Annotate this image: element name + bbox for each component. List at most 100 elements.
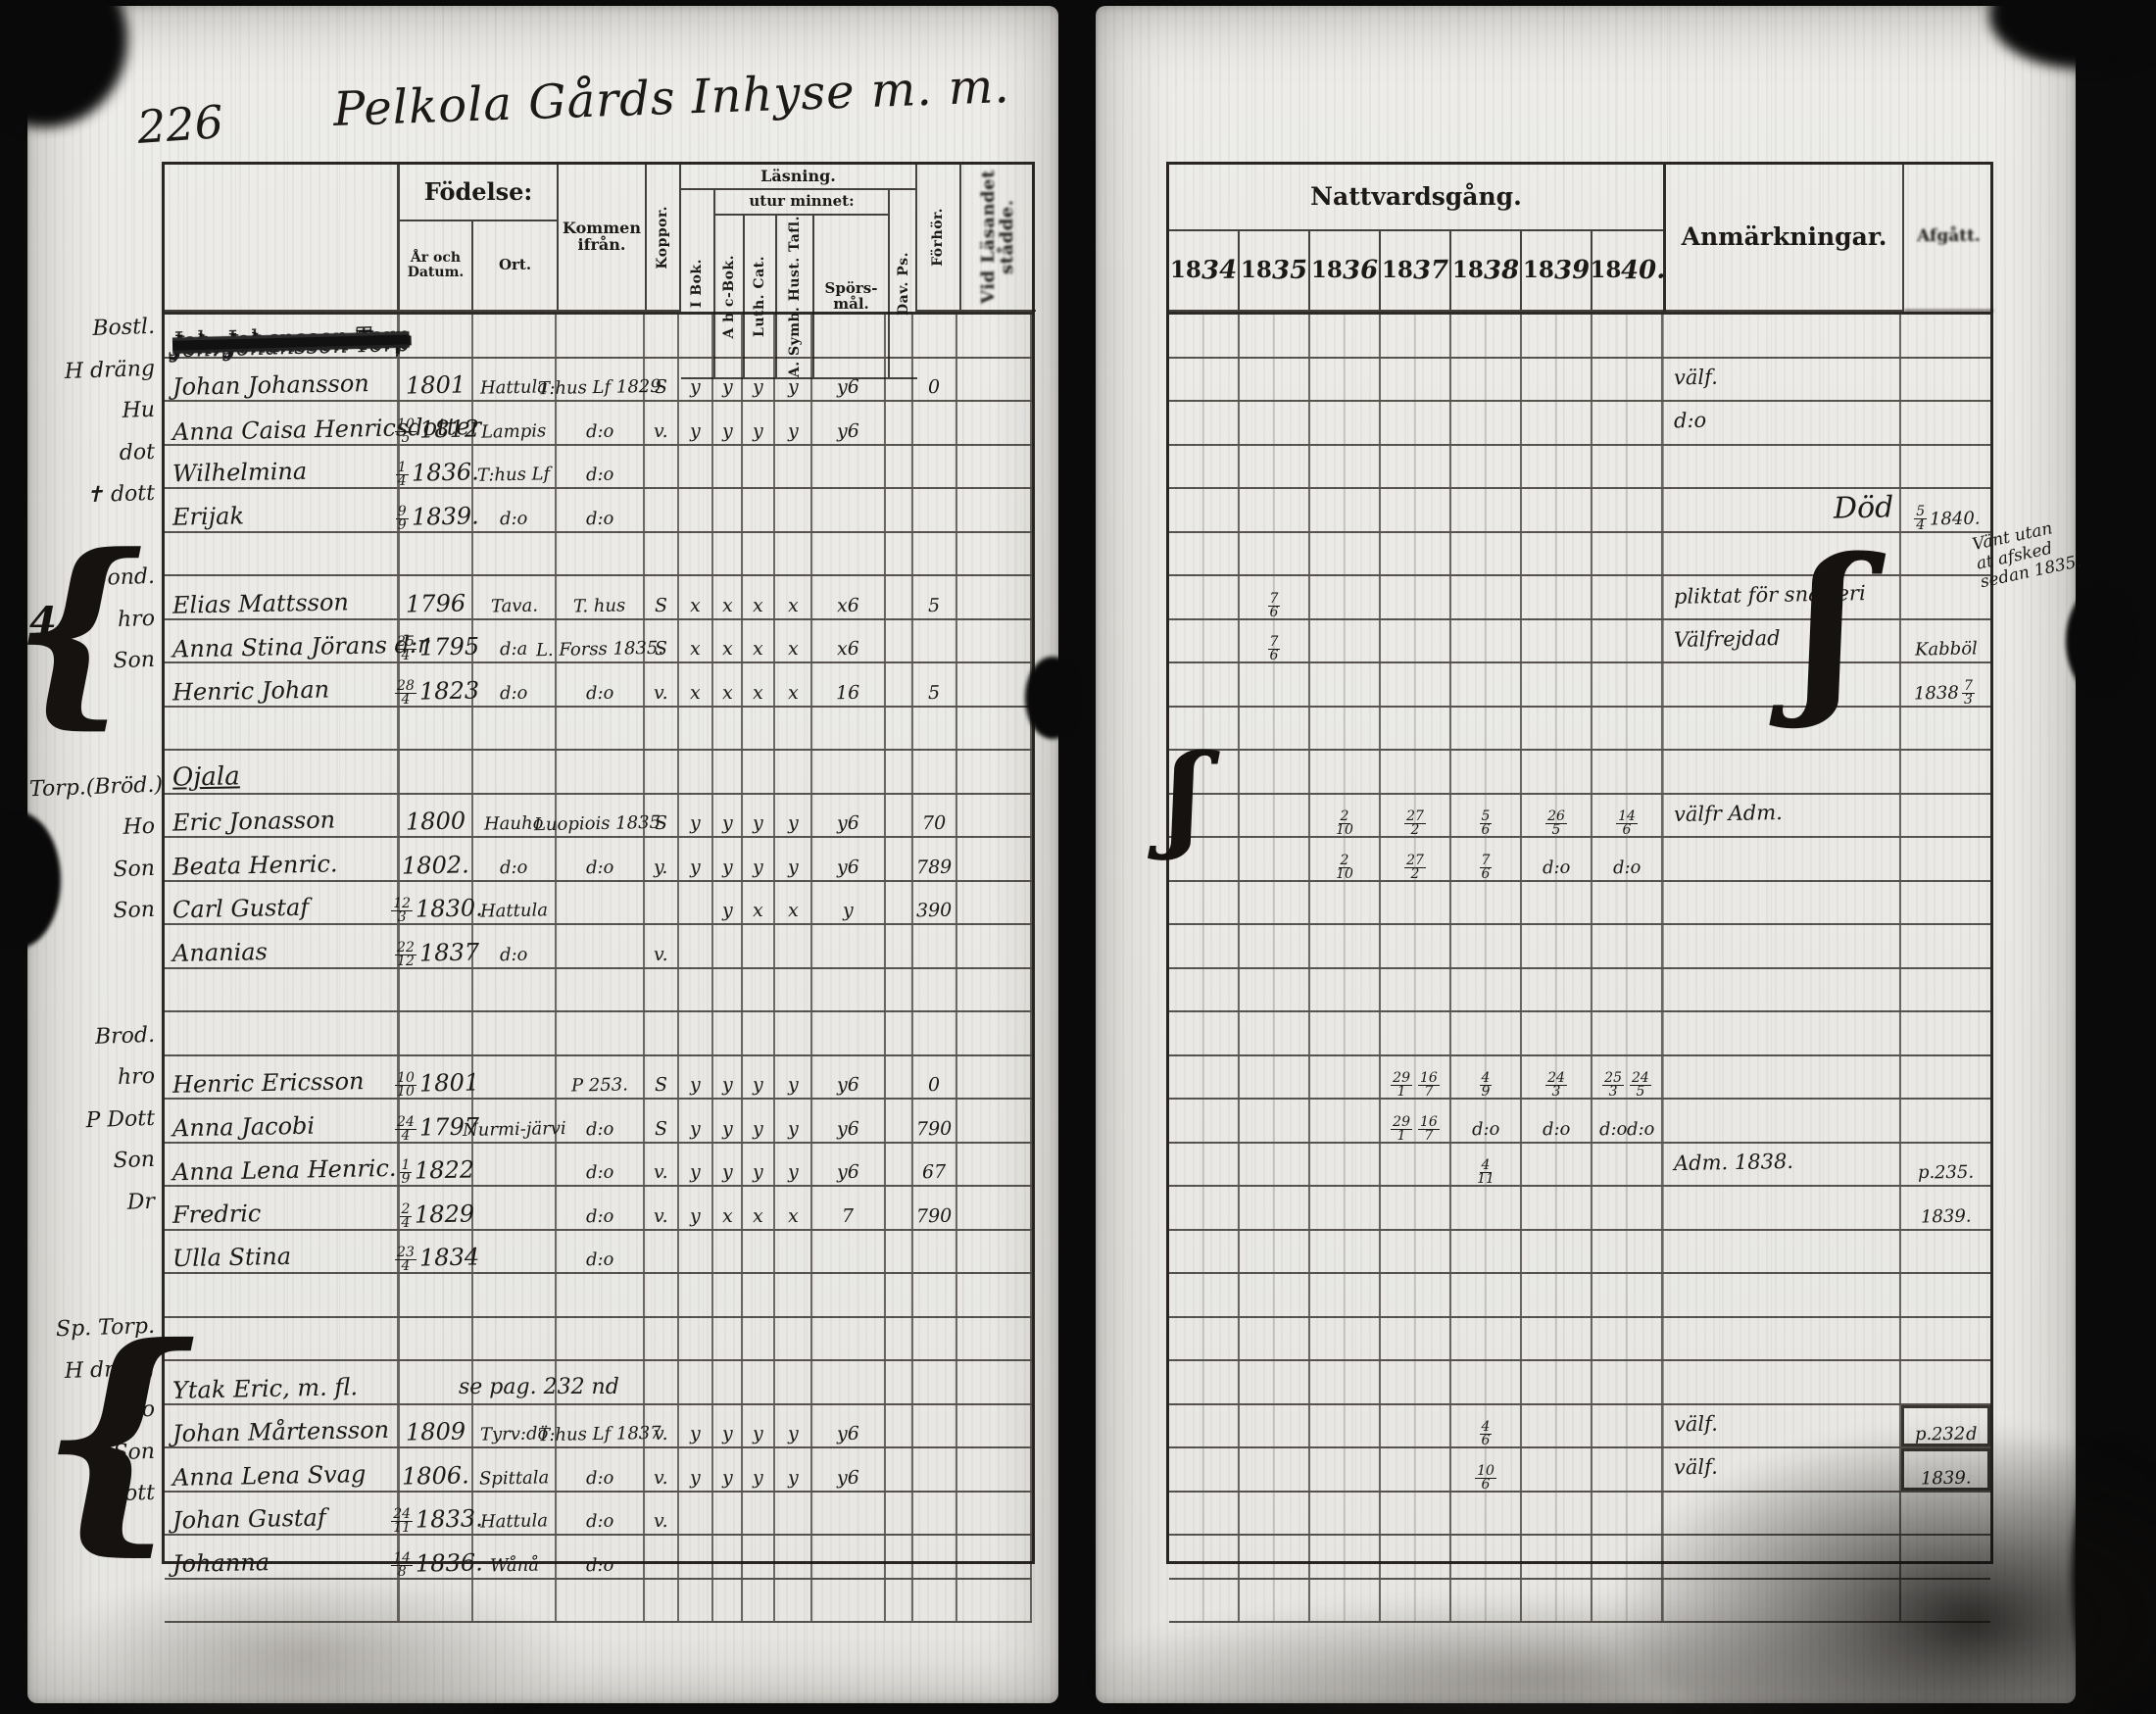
ort-cell bbox=[473, 315, 557, 357]
date-fraction: 24 11 bbox=[391, 1506, 414, 1537]
year-cell-1836 bbox=[1310, 881, 1381, 923]
utur-minnet-group: utur minnet: A b c-Bok. Luth. Cat. A. Symb.… bbox=[715, 190, 890, 380]
handwritten-text: Kabböl bbox=[1914, 638, 1978, 661]
l4-cell: y6 bbox=[812, 1448, 886, 1491]
year-script: 39 bbox=[1553, 255, 1591, 286]
l2-cell: y bbox=[743, 1100, 775, 1142]
kommen-cell bbox=[557, 1579, 645, 1621]
l3-cell bbox=[775, 1317, 812, 1359]
l0-cell: y bbox=[679, 1055, 713, 1098]
x-cell bbox=[957, 1361, 1032, 1403]
name-cell bbox=[165, 707, 400, 749]
table-row: 2 10 27 2 7 6 d:o d:o bbox=[1169, 838, 1990, 882]
handwritten-text: 5 bbox=[928, 681, 941, 704]
l3-cell: x bbox=[775, 1187, 812, 1229]
ort-cell: d:o bbox=[473, 489, 557, 531]
year-cell-1837 bbox=[1381, 532, 1451, 574]
handwritten-text: y bbox=[787, 1160, 799, 1184]
ort-cell bbox=[473, 1143, 557, 1185]
date-fraction: 10 5 bbox=[395, 416, 416, 446]
handwritten-text: y6 bbox=[836, 856, 860, 878]
handwritten-text: 1802. bbox=[401, 850, 470, 880]
l2-cell bbox=[743, 1579, 775, 1621]
handwritten-text: x bbox=[787, 637, 799, 661]
l0-cell bbox=[679, 532, 713, 574]
year-cell-1835 bbox=[1240, 489, 1310, 531]
handwritten-text: y bbox=[787, 856, 799, 878]
ort-cell bbox=[473, 968, 557, 1010]
ort-cell: T:hus Lf bbox=[473, 445, 557, 487]
handwritten-text: y bbox=[689, 856, 702, 878]
kommen-cell bbox=[557, 1274, 645, 1316]
name-cell: Anna Jacobi bbox=[165, 1100, 400, 1142]
kop-cell bbox=[645, 489, 679, 531]
fh-cell bbox=[913, 1317, 957, 1359]
l4-cell bbox=[812, 1361, 886, 1403]
year-cell-1835 bbox=[1240, 532, 1310, 574]
handwritten-text: x bbox=[752, 899, 764, 922]
handwritten-text: 1796 bbox=[405, 588, 466, 618]
l2-cell: y bbox=[743, 794, 775, 836]
date-cell: 1796 bbox=[400, 576, 473, 618]
year-header-1839: 18 39 bbox=[1522, 231, 1592, 312]
year-cell-1835 bbox=[1240, 1143, 1310, 1185]
year-cell-1840: d:o d:o bbox=[1592, 1100, 1663, 1142]
afgatt-cell bbox=[1901, 1100, 1990, 1142]
handwritten-text: x bbox=[787, 681, 799, 704]
kop-cell: v. bbox=[645, 1404, 679, 1446]
l4-cell: x6 bbox=[812, 619, 886, 661]
kommen-cell: d:o bbox=[557, 838, 645, 880]
kop-cell bbox=[645, 707, 679, 749]
year-script: 35 bbox=[1271, 255, 1308, 286]
handwritten-text: y bbox=[787, 419, 799, 442]
year-header-1834: 18 34 bbox=[1169, 231, 1240, 312]
handwritten-text: y bbox=[721, 1073, 733, 1097]
date-cell bbox=[400, 1012, 473, 1054]
l3-cell: x bbox=[775, 663, 812, 706]
afgatt-cell bbox=[1901, 925, 1990, 967]
handwritten-text: y bbox=[721, 1160, 733, 1184]
l5-cell bbox=[886, 1100, 913, 1142]
table-row: Anna Lena Henric. 1 9 1822 d:o v. y y y y y6 67 bbox=[165, 1143, 1032, 1187]
year-cell-1840 bbox=[1592, 925, 1663, 967]
year-cell-1840 bbox=[1592, 402, 1663, 444]
year-script: 34 bbox=[1200, 255, 1238, 286]
vid-lasandet-header: Vid Läsandet stådde. bbox=[961, 165, 1036, 312]
fh-cell bbox=[913, 1492, 957, 1534]
handwritten-text: Anna Jacobi bbox=[172, 1111, 316, 1142]
l5-cell bbox=[886, 1536, 913, 1578]
year-header-1837: 18 37 bbox=[1381, 231, 1451, 312]
table-row bbox=[1169, 1274, 1990, 1318]
l3-cell bbox=[775, 1536, 812, 1578]
handwritten-text: S bbox=[654, 1073, 668, 1097]
afgatt-cell: 5 4 1840. bbox=[1901, 489, 1990, 532]
l3-cell: y bbox=[775, 794, 812, 836]
forhor-header: Förhör. bbox=[917, 165, 961, 312]
brace-glyph: ʃ bbox=[1166, 730, 1204, 862]
year-cell-1837: 27 2 bbox=[1381, 838, 1451, 881]
handwritten-text: y bbox=[752, 375, 764, 399]
ort-cell bbox=[473, 1230, 557, 1272]
year-cell-1839 bbox=[1522, 751, 1592, 793]
handwritten-text: y bbox=[689, 375, 702, 399]
ort-cell bbox=[473, 1274, 557, 1316]
name-cell: Johan Gustaf bbox=[165, 1492, 400, 1535]
year-cell-1837: 27 2 bbox=[1381, 794, 1451, 837]
l0-cell bbox=[679, 1361, 713, 1403]
year-cell-1839 bbox=[1522, 1492, 1592, 1534]
handwritten-text: x6 bbox=[836, 594, 860, 616]
date-cell: 1 4 1836. bbox=[395, 445, 479, 488]
handwritten-text: 1834 bbox=[418, 1243, 480, 1272]
afgatt-cell: p. 235. bbox=[1901, 1144, 1990, 1186]
handwritten-text: 1839. bbox=[1920, 1205, 1972, 1227]
year-cell-1835 bbox=[1240, 1361, 1310, 1403]
l3-cell: x bbox=[775, 576, 812, 618]
remark-text: välf. bbox=[1673, 1411, 1719, 1437]
year-cell-1835 bbox=[1240, 838, 1310, 880]
l5-cell bbox=[886, 1055, 913, 1098]
kommen-cell: P 253. bbox=[557, 1055, 645, 1098]
